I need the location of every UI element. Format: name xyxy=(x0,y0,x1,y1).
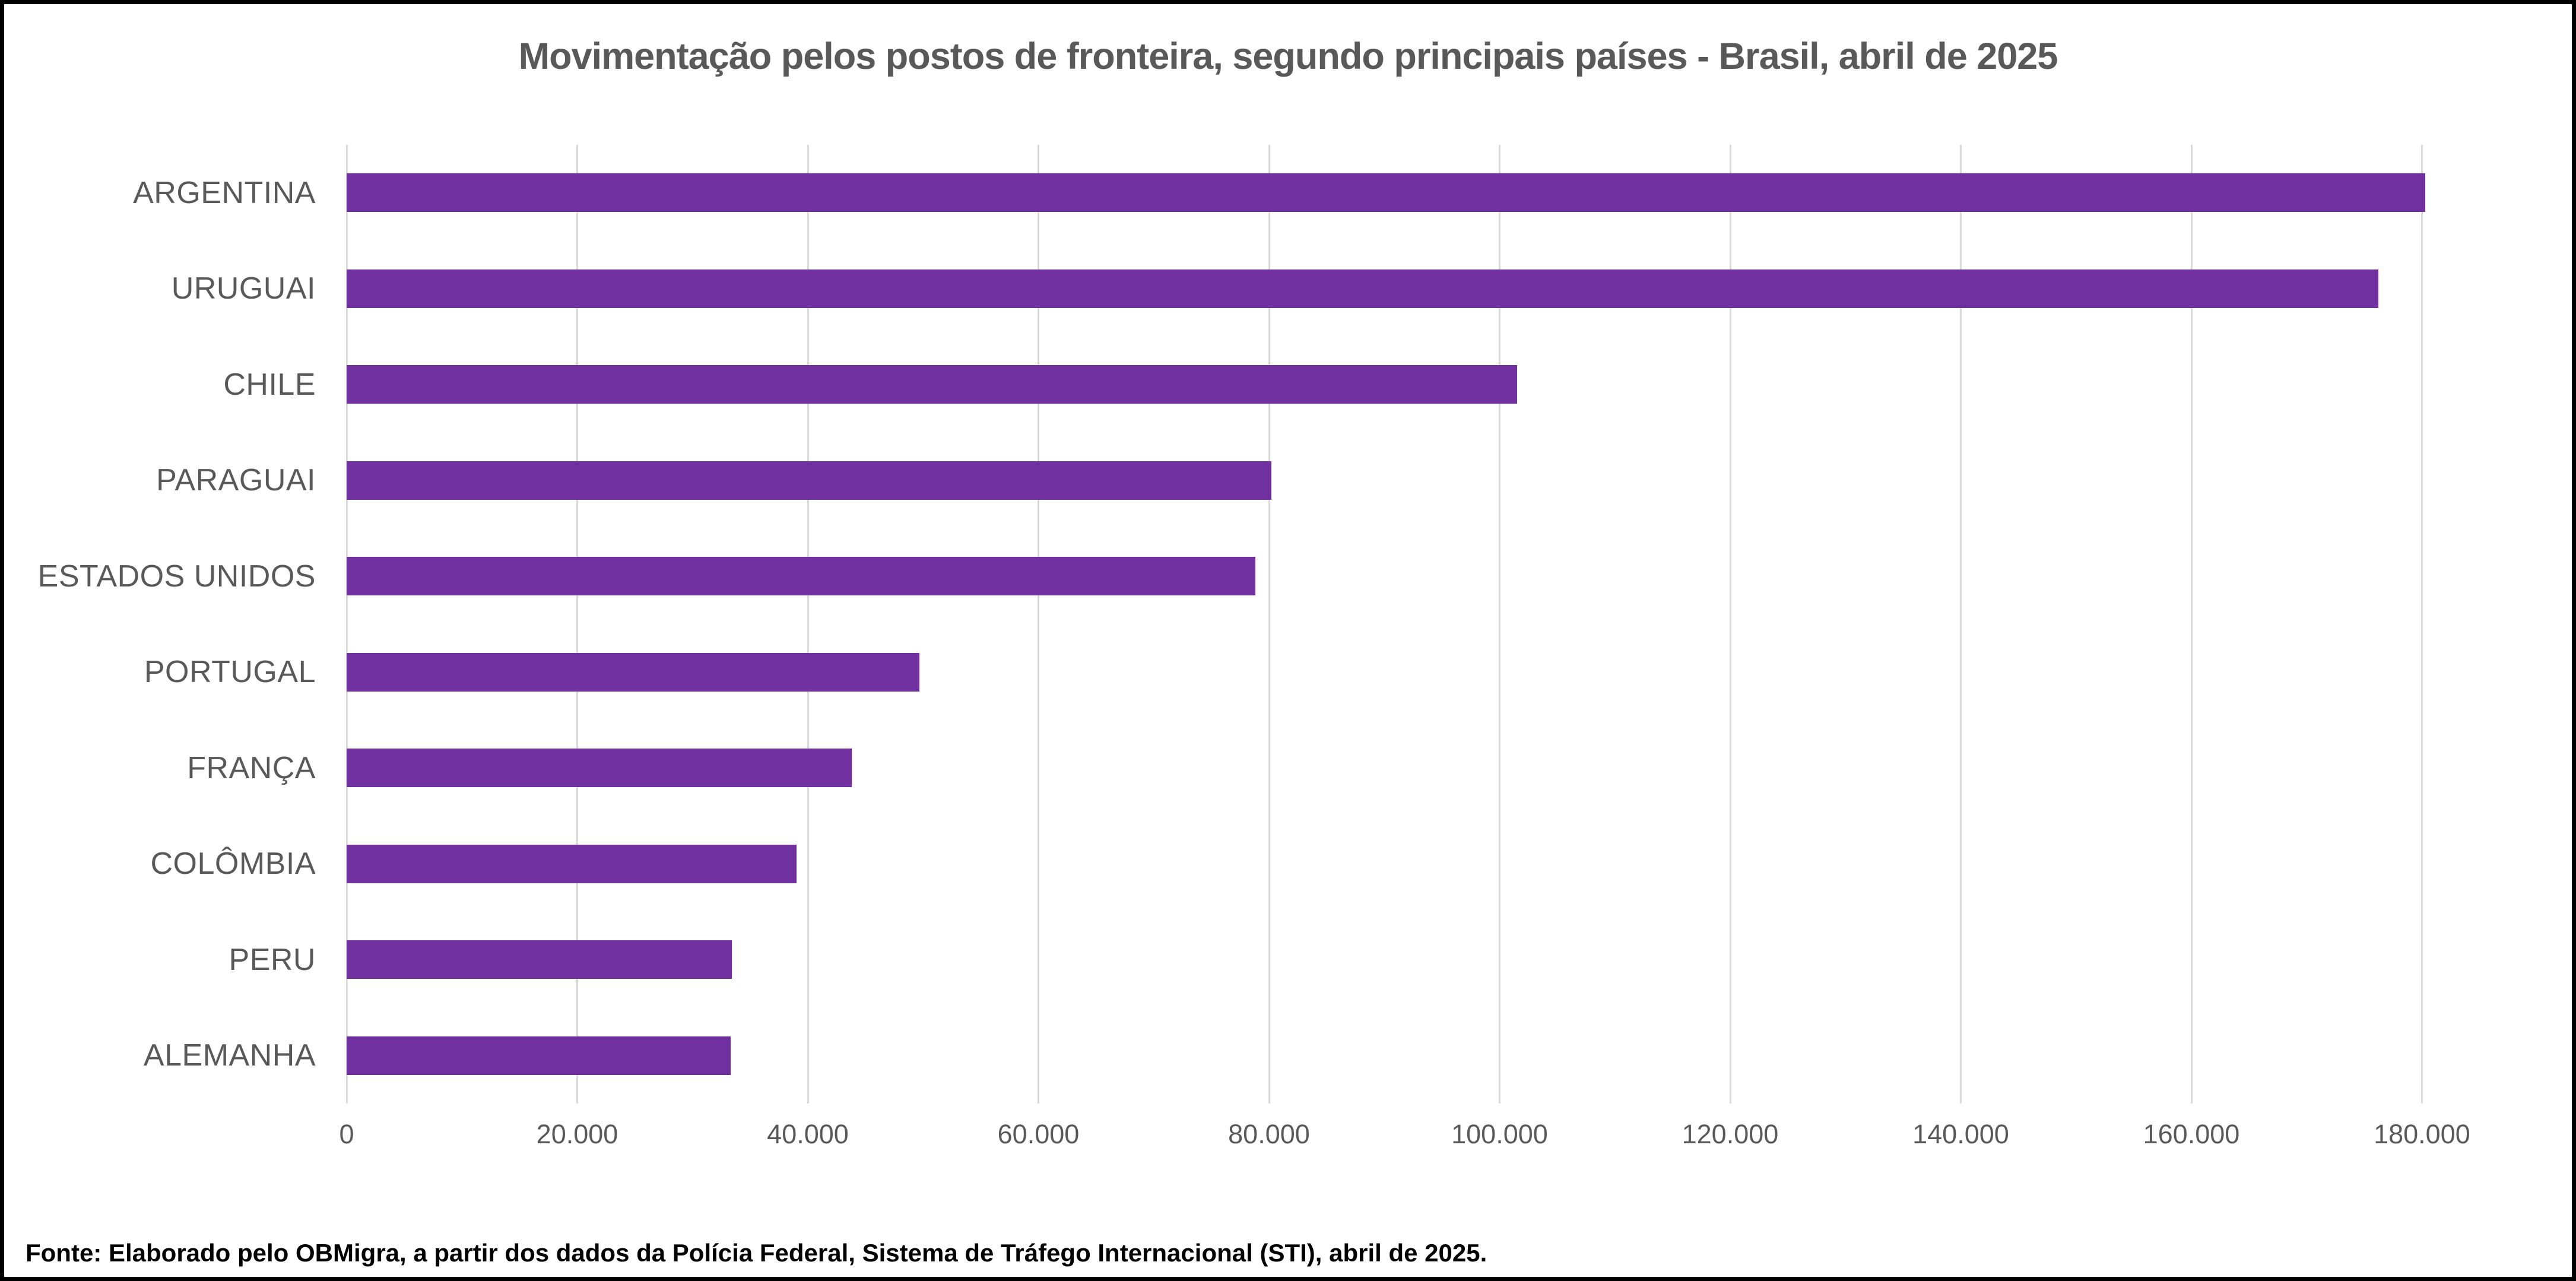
bar-row: FRANÇA xyxy=(187,720,2491,816)
bar xyxy=(347,749,852,788)
category-label: PORTUGAL xyxy=(144,655,316,690)
category-label: ARGENTINA xyxy=(133,175,316,210)
x-tick-label: 40.000 xyxy=(767,1119,849,1149)
category-label: ESTADOS UNIDOS xyxy=(37,559,316,594)
bar xyxy=(347,1036,731,1075)
source-note: Fonte: Elaborado pelo OBMigra, a partir … xyxy=(26,1239,1487,1267)
bar-row: URUGUAI xyxy=(172,241,2491,337)
chart-title: Movimentação pelos postos de fronteira, … xyxy=(518,36,2058,77)
category-label: FRANÇA xyxy=(187,750,316,785)
x-tick-label: 140.000 xyxy=(1912,1119,2009,1149)
category-label: CHILE xyxy=(223,367,316,402)
x-tick-label: 100.000 xyxy=(1451,1119,1548,1149)
gridline xyxy=(1960,145,1962,1104)
category-label: PARAGUAI xyxy=(156,463,316,498)
category-label: URUGUAI xyxy=(171,271,316,306)
x-tick-label: 60.000 xyxy=(997,1119,1080,1149)
category-label: COLÔMBIA xyxy=(150,846,316,882)
gridline xyxy=(807,145,809,1104)
x-tick-label: 20.000 xyxy=(536,1119,618,1149)
bar-row: PERU xyxy=(229,912,2491,1008)
bar xyxy=(347,269,2378,308)
category-label: ALEMANHA xyxy=(143,1038,316,1073)
gridline xyxy=(1038,145,1040,1104)
x-tick-label: 160.000 xyxy=(2143,1119,2240,1149)
bar-row: CHILE xyxy=(223,337,2491,433)
x-tick-label: 180.000 xyxy=(2374,1119,2470,1149)
bar-row: ESTADOS UNIDOS xyxy=(38,528,2491,624)
bar xyxy=(347,365,1517,404)
gridline xyxy=(2190,145,2193,1104)
gridline xyxy=(1268,145,1270,1104)
gridline xyxy=(576,145,579,1104)
bar xyxy=(347,461,1271,500)
plot-area: 0 20.000 40.000 60.000 80.000 100.000 120.000 1… xyxy=(38,145,2491,1149)
gridline xyxy=(1499,145,1501,1104)
bar xyxy=(347,652,920,692)
gridline xyxy=(2421,145,2423,1104)
x-tick-label: 120.000 xyxy=(1682,1119,1779,1149)
bar-row: ALEMANHA xyxy=(144,1008,2491,1104)
x-tick-label: 80.000 xyxy=(1228,1119,1310,1149)
bar-row: ARGENTINA xyxy=(133,145,2491,241)
bar xyxy=(347,557,1255,596)
bar xyxy=(347,940,732,979)
x-tick-label: 0 xyxy=(339,1119,354,1149)
bar xyxy=(347,173,2426,213)
bar-row: PARAGUAI xyxy=(156,433,2491,529)
bar xyxy=(347,844,797,883)
y-axis-line xyxy=(346,145,348,1104)
bar-row: COLÔMBIA xyxy=(151,816,2491,912)
gridline xyxy=(1729,145,1731,1104)
category-label: PERU xyxy=(229,942,316,977)
bar-row: PORTUGAL xyxy=(144,624,2491,721)
